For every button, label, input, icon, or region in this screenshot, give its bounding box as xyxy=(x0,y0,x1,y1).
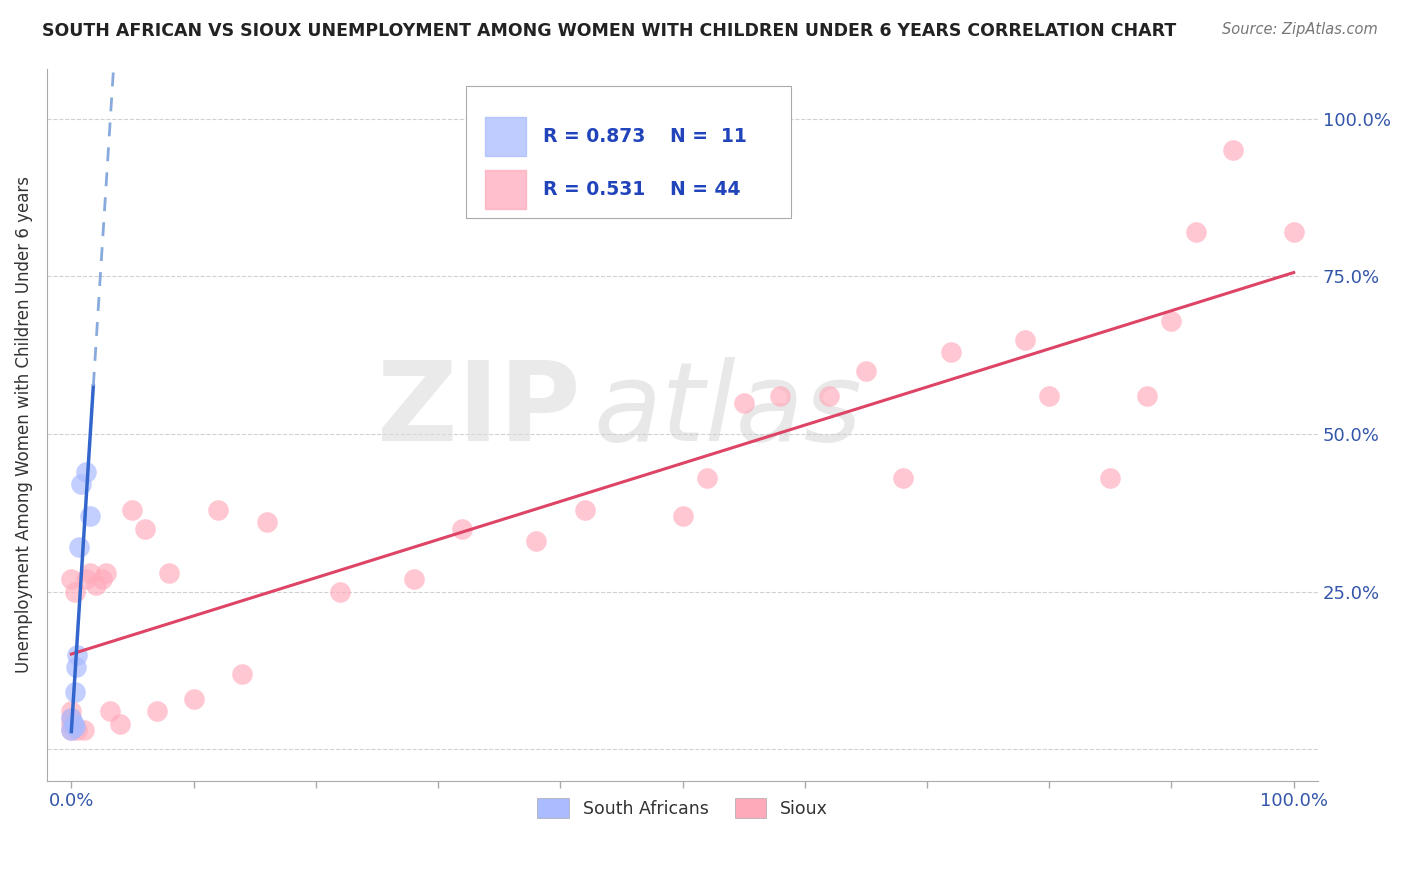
Point xyxy=(90,572,112,586)
Point xyxy=(941,345,963,359)
Point xyxy=(1099,471,1122,485)
Point xyxy=(733,395,755,409)
Point xyxy=(60,723,83,738)
Point xyxy=(207,502,229,516)
Point xyxy=(231,666,253,681)
Point xyxy=(1136,389,1159,403)
Point xyxy=(79,566,101,580)
Text: R = 0.873: R = 0.873 xyxy=(543,127,645,145)
Point xyxy=(100,704,122,718)
Text: ZIP: ZIP xyxy=(377,357,581,464)
Point xyxy=(110,717,132,731)
Point xyxy=(524,534,547,549)
Point xyxy=(855,364,877,378)
Point xyxy=(146,704,169,718)
Point xyxy=(818,389,841,403)
Text: N = 44: N = 44 xyxy=(669,180,741,199)
Point xyxy=(157,566,180,580)
Point xyxy=(60,704,83,718)
Point xyxy=(72,723,94,738)
Point xyxy=(329,584,352,599)
Y-axis label: Unemployment Among Women with Children Under 6 years: Unemployment Among Women with Children U… xyxy=(15,176,32,673)
Point xyxy=(75,465,97,479)
Point xyxy=(75,572,97,586)
Point xyxy=(183,691,205,706)
Point xyxy=(63,584,86,599)
Point xyxy=(70,477,93,491)
Point xyxy=(62,717,84,731)
Point xyxy=(60,723,83,738)
Point xyxy=(60,711,83,725)
Point xyxy=(1160,313,1182,327)
Point xyxy=(60,717,83,731)
Point xyxy=(66,648,89,662)
Text: atlas: atlas xyxy=(593,357,862,464)
Text: R = 0.531: R = 0.531 xyxy=(543,180,645,199)
Point xyxy=(67,541,90,555)
Point xyxy=(65,660,87,674)
Point xyxy=(1038,389,1060,403)
Point xyxy=(891,471,914,485)
FancyBboxPatch shape xyxy=(467,87,790,218)
Point xyxy=(256,515,278,529)
Point xyxy=(63,685,86,699)
Legend: South Africans, Sioux: South Africans, Sioux xyxy=(530,791,835,825)
Point xyxy=(402,572,425,586)
Bar xyxy=(485,170,526,209)
Point xyxy=(574,502,596,516)
Text: Source: ZipAtlas.com: Source: ZipAtlas.com xyxy=(1222,22,1378,37)
Point xyxy=(134,522,156,536)
Point xyxy=(84,578,107,592)
Point xyxy=(1222,144,1244,158)
Point xyxy=(60,711,83,725)
Point xyxy=(1014,333,1036,347)
Point xyxy=(94,566,117,580)
Point xyxy=(1282,226,1305,240)
Text: SOUTH AFRICAN VS SIOUX UNEMPLOYMENT AMONG WOMEN WITH CHILDREN UNDER 6 YEARS CORR: SOUTH AFRICAN VS SIOUX UNEMPLOYMENT AMON… xyxy=(42,22,1177,40)
Point xyxy=(66,723,89,738)
Point xyxy=(1185,226,1208,240)
Point xyxy=(121,502,143,516)
Point xyxy=(769,389,792,403)
Point xyxy=(671,508,693,523)
Bar xyxy=(485,117,526,156)
Text: N =  11: N = 11 xyxy=(669,127,747,145)
Point xyxy=(63,720,86,734)
Point xyxy=(451,522,474,536)
Point xyxy=(696,471,718,485)
Point xyxy=(79,508,101,523)
Point xyxy=(60,572,83,586)
